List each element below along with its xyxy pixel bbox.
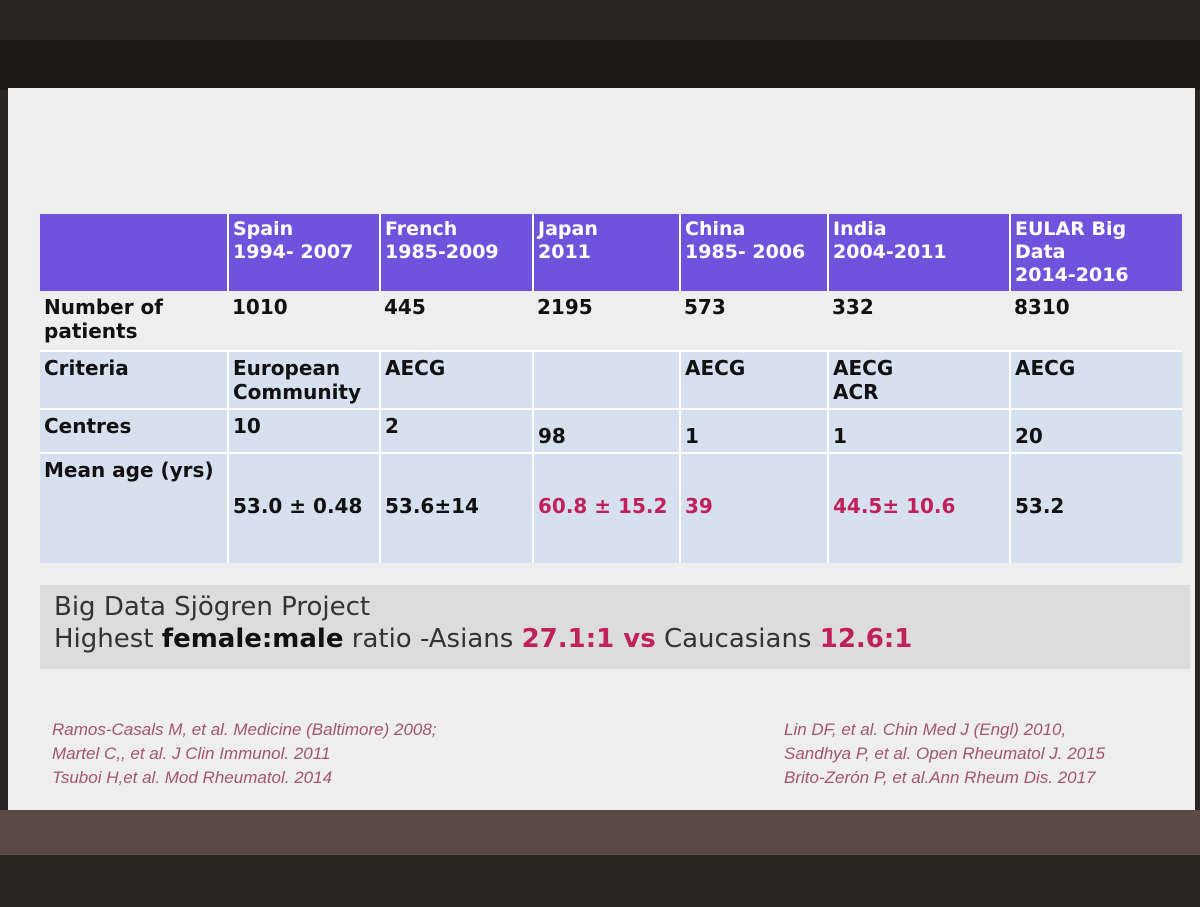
header-period: 2004-2011 xyxy=(833,241,947,263)
table-row: Criteria European Community AECG AECG AECG AC… xyxy=(40,350,1182,409)
table-cell: 60.8 ± 15.2 xyxy=(532,452,680,563)
reference: Sandhya P, et al. Open Rheumatol J. 2015 xyxy=(784,744,1106,763)
screen-frame xyxy=(0,40,1200,90)
cell-text: 98 xyxy=(538,424,566,448)
note-segment: Highest xyxy=(54,624,162,654)
cell-text: AECG xyxy=(1015,356,1076,380)
cell-text: 53.2 xyxy=(1015,494,1065,518)
cell-text: 10 xyxy=(233,414,261,438)
table-cell: 2 xyxy=(379,408,533,453)
row-label: Number of patients xyxy=(44,295,163,343)
header-period: 1985-2009 xyxy=(385,241,499,263)
cell-text: 20 xyxy=(1015,424,1043,448)
table-cell: AECG xyxy=(1009,350,1182,409)
cell-text: AECG xyxy=(685,356,746,380)
table-cell: 53.0 ± 0.48 xyxy=(227,452,380,563)
note-segment: ratio -Asians xyxy=(343,624,522,654)
header-period: 1994- 2007 xyxy=(233,241,354,263)
header-cell: Spain 1994- 2007 xyxy=(227,214,380,291)
cell-text: 8310 xyxy=(1014,295,1070,319)
data-table: Spain 1994- 2007 French 1985-2009 Japan 2011 C… xyxy=(40,214,1182,563)
reference: Brito-Zerón P, et al.Ann Rheum Dis. 2017 xyxy=(784,768,1096,787)
table-cell: 2195 xyxy=(533,291,680,351)
cell-text: AECG xyxy=(385,356,446,380)
header-cell: French 1985-2009 xyxy=(379,214,533,291)
note-segment: female:male xyxy=(161,624,344,654)
cell-line: ACR xyxy=(833,380,879,404)
reference: Ramos-Casals M, et al. Medicine (Baltimo… xyxy=(52,720,437,739)
cell-text: 60.8 ± 15.2 xyxy=(538,494,668,518)
screen-frame xyxy=(0,810,1200,855)
header-cell: India 2004-2011 xyxy=(827,214,1010,291)
note-title: Big Data Sjögren Project xyxy=(54,592,371,622)
table-cell: 1010 xyxy=(228,291,380,351)
header-cell: China 1985- 2006 xyxy=(679,214,828,291)
header-name: French xyxy=(385,218,458,240)
cell-text: European Community xyxy=(233,356,362,404)
header-cell: EULAR Big Data 2014-2016 xyxy=(1009,214,1182,291)
row-label: Criteria xyxy=(40,350,228,409)
references-right: Lin DF, et al. Chin Med J (Engl) 2010, Sa… xyxy=(784,718,1105,790)
table-cell: 53.6±14 xyxy=(379,452,533,563)
header-cell xyxy=(40,214,228,291)
table-row: Mean age (yrs) 53.0 ± 0.48 53.6±14 60.8 ± 1… xyxy=(40,452,1182,563)
cell-text: 332 xyxy=(832,295,874,319)
table-cell: AECG xyxy=(679,350,828,409)
reference: Martel C,, et al. J Clin Immunol. 2011 xyxy=(52,744,331,763)
cell-text: 2195 xyxy=(537,295,593,319)
header-period: 2014-2016 xyxy=(1015,264,1129,286)
references-left: Ramos-Casals M, et al. Medicine (Baltimo… xyxy=(52,718,437,790)
table-cell: 445 xyxy=(380,291,533,351)
header-cell: Japan 2011 xyxy=(532,214,680,291)
table-row: Number of patients 1010 445 2195 573 332 8310 xyxy=(40,291,1182,351)
table-cell: 8310 xyxy=(1010,291,1182,351)
note-segment: Caucasians xyxy=(655,624,820,654)
table-cell: 1 xyxy=(679,408,828,453)
slide: Spain 1994- 2007 French 1985-2009 Japan 2011 C… xyxy=(8,88,1195,810)
table-cell xyxy=(532,350,680,409)
table-row: Centres 10 2 98 1 1 20 xyxy=(40,408,1182,453)
cell-text: 39 xyxy=(685,494,713,518)
cell-text: 44.5± 10.6 xyxy=(833,494,956,518)
header-name: China xyxy=(685,218,746,240)
cell-text: 53.0 ± 0.48 xyxy=(233,494,363,518)
table-cell: 53.2 xyxy=(1009,452,1182,563)
row-label: Centres xyxy=(40,408,228,453)
table-cell: 573 xyxy=(680,291,828,351)
reference: Tsuboi H,et al. Mod Rheumatol. 2014 xyxy=(52,768,333,787)
reference: Lin DF, et al. Chin Med J (Engl) 2010, xyxy=(784,720,1067,739)
table-cell: AECG ACR xyxy=(827,350,1010,409)
note-box: Big Data Sjögren Project Highest female:… xyxy=(40,585,1190,669)
cell-line: AECG xyxy=(833,356,894,380)
header-name: EULAR Big Data xyxy=(1015,218,1127,263)
note-line: Highest female:male ratio -Asians 27.1:1… xyxy=(54,623,1176,655)
header-name: Spain xyxy=(233,218,294,240)
header-name: India xyxy=(833,218,887,240)
table-cell: AECG xyxy=(379,350,533,409)
row-label: Mean age (yrs) xyxy=(40,452,228,563)
note-segment: 12.6:1 xyxy=(819,624,913,654)
table-cell: 98 xyxy=(532,408,680,453)
table-cell: 10 xyxy=(227,408,380,453)
cell-text: 1010 xyxy=(232,295,288,319)
table-cell: 1 xyxy=(827,408,1010,453)
table-cell: European Community xyxy=(227,350,380,409)
table-cell: 332 xyxy=(828,291,1010,351)
note-segment: 27.1:1 vs xyxy=(521,624,656,654)
cell-text: 2 xyxy=(385,414,399,438)
header-name: Japan xyxy=(538,218,598,240)
cell-text: 1 xyxy=(833,424,847,448)
table-cell: 39 xyxy=(679,452,828,563)
cell-text: 573 xyxy=(684,295,726,319)
header-row: Spain 1994- 2007 French 1985-2009 Japan 2011 C… xyxy=(40,214,1182,291)
header-period: 2011 xyxy=(538,241,591,263)
header-period: 1985- 2006 xyxy=(685,241,806,263)
cell-text: 445 xyxy=(384,295,426,319)
cell-text: 53.6±14 xyxy=(385,494,479,518)
table-cell: 44.5± 10.6 xyxy=(827,452,1010,563)
cell-text: 1 xyxy=(685,424,699,448)
table-cell: 20 xyxy=(1009,408,1182,453)
